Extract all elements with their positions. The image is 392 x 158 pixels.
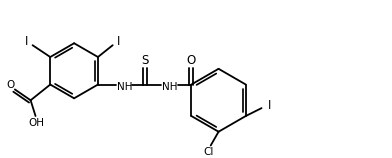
Text: NH: NH [162, 82, 178, 91]
Text: I: I [117, 35, 120, 48]
Text: I: I [25, 35, 28, 48]
Text: I: I [268, 99, 271, 112]
Text: S: S [141, 55, 149, 67]
Text: OH: OH [29, 118, 45, 128]
Text: O: O [7, 79, 15, 90]
Text: O: O [187, 55, 196, 67]
Text: NH: NH [117, 82, 132, 91]
Text: Cl: Cl [203, 147, 214, 157]
